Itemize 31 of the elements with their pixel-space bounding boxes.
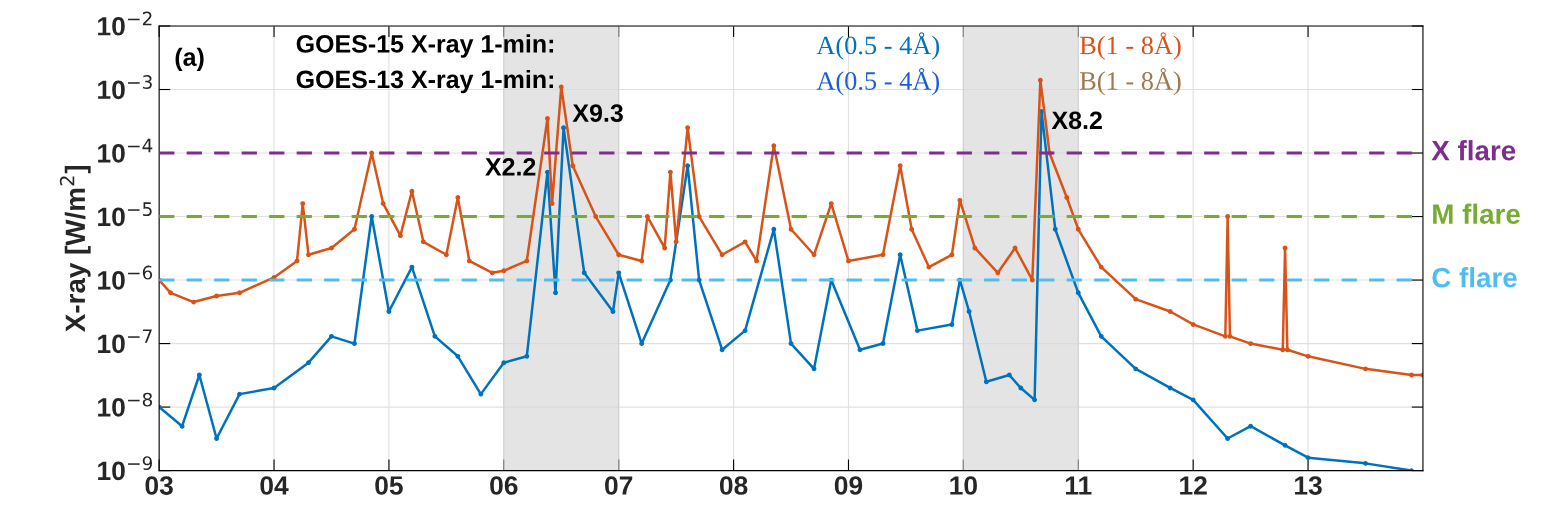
annotation: A(0.5 - 4Å) — [816, 67, 940, 96]
y-tick-label: 10$^{−8}$ — [98, 392, 153, 417]
y-tick-label: 10$^{−3}$ — [98, 75, 152, 100]
annotation: X8.2 — [1051, 111, 1102, 130]
y-tick-label: 10$^{−2}$ — [98, 11, 152, 36]
annotation: (a) — [175, 47, 204, 71]
x-tick-label: 09 — [834, 476, 863, 495]
x-tick-label: 11 — [1065, 476, 1092, 495]
y-tick-label: 10$^{−4}$ — [98, 138, 153, 163]
x-tick-label: 08 — [719, 476, 748, 495]
annotation: X2.2 — [485, 158, 536, 176]
annotation: X9.3 — [572, 104, 623, 122]
annotation: GOES-13 X-ray 1-min: — [296, 69, 554, 94]
x-tick-label: 05 — [375, 476, 403, 495]
x-tick-label: 10 — [950, 476, 977, 495]
x-tick-label: 04 — [260, 476, 289, 495]
x-tick-label: 13 — [1295, 476, 1322, 495]
y-tick-label: 10$^{−6}$ — [98, 265, 153, 290]
text: A(0.5 - 4Å) — [816, 32, 940, 60]
x-tick-label: 06 — [490, 476, 518, 495]
y-axis-title: X-ray [W/m$^{2}$] — [59, 166, 91, 332]
annotation: B(1 - 8Å) — [1079, 67, 1181, 96]
legend-title: GOES-15 X-ray 1-min: — [296, 34, 554, 58]
ref-line-label: M flare — [1433, 203, 1520, 224]
x-tick-label: 07 — [605, 476, 633, 495]
x-tick-label: 12 — [1180, 476, 1207, 495]
ref-line-label: X flare — [1431, 140, 1516, 161]
series-label: B(1 - 8Å) — [1079, 32, 1181, 60]
ref-line-label: C flare — [1432, 267, 1517, 288]
y-tick-label: 10$^{−7}$ — [98, 329, 152, 354]
y-tick-label: 10$^{−5}$ — [98, 202, 152, 227]
